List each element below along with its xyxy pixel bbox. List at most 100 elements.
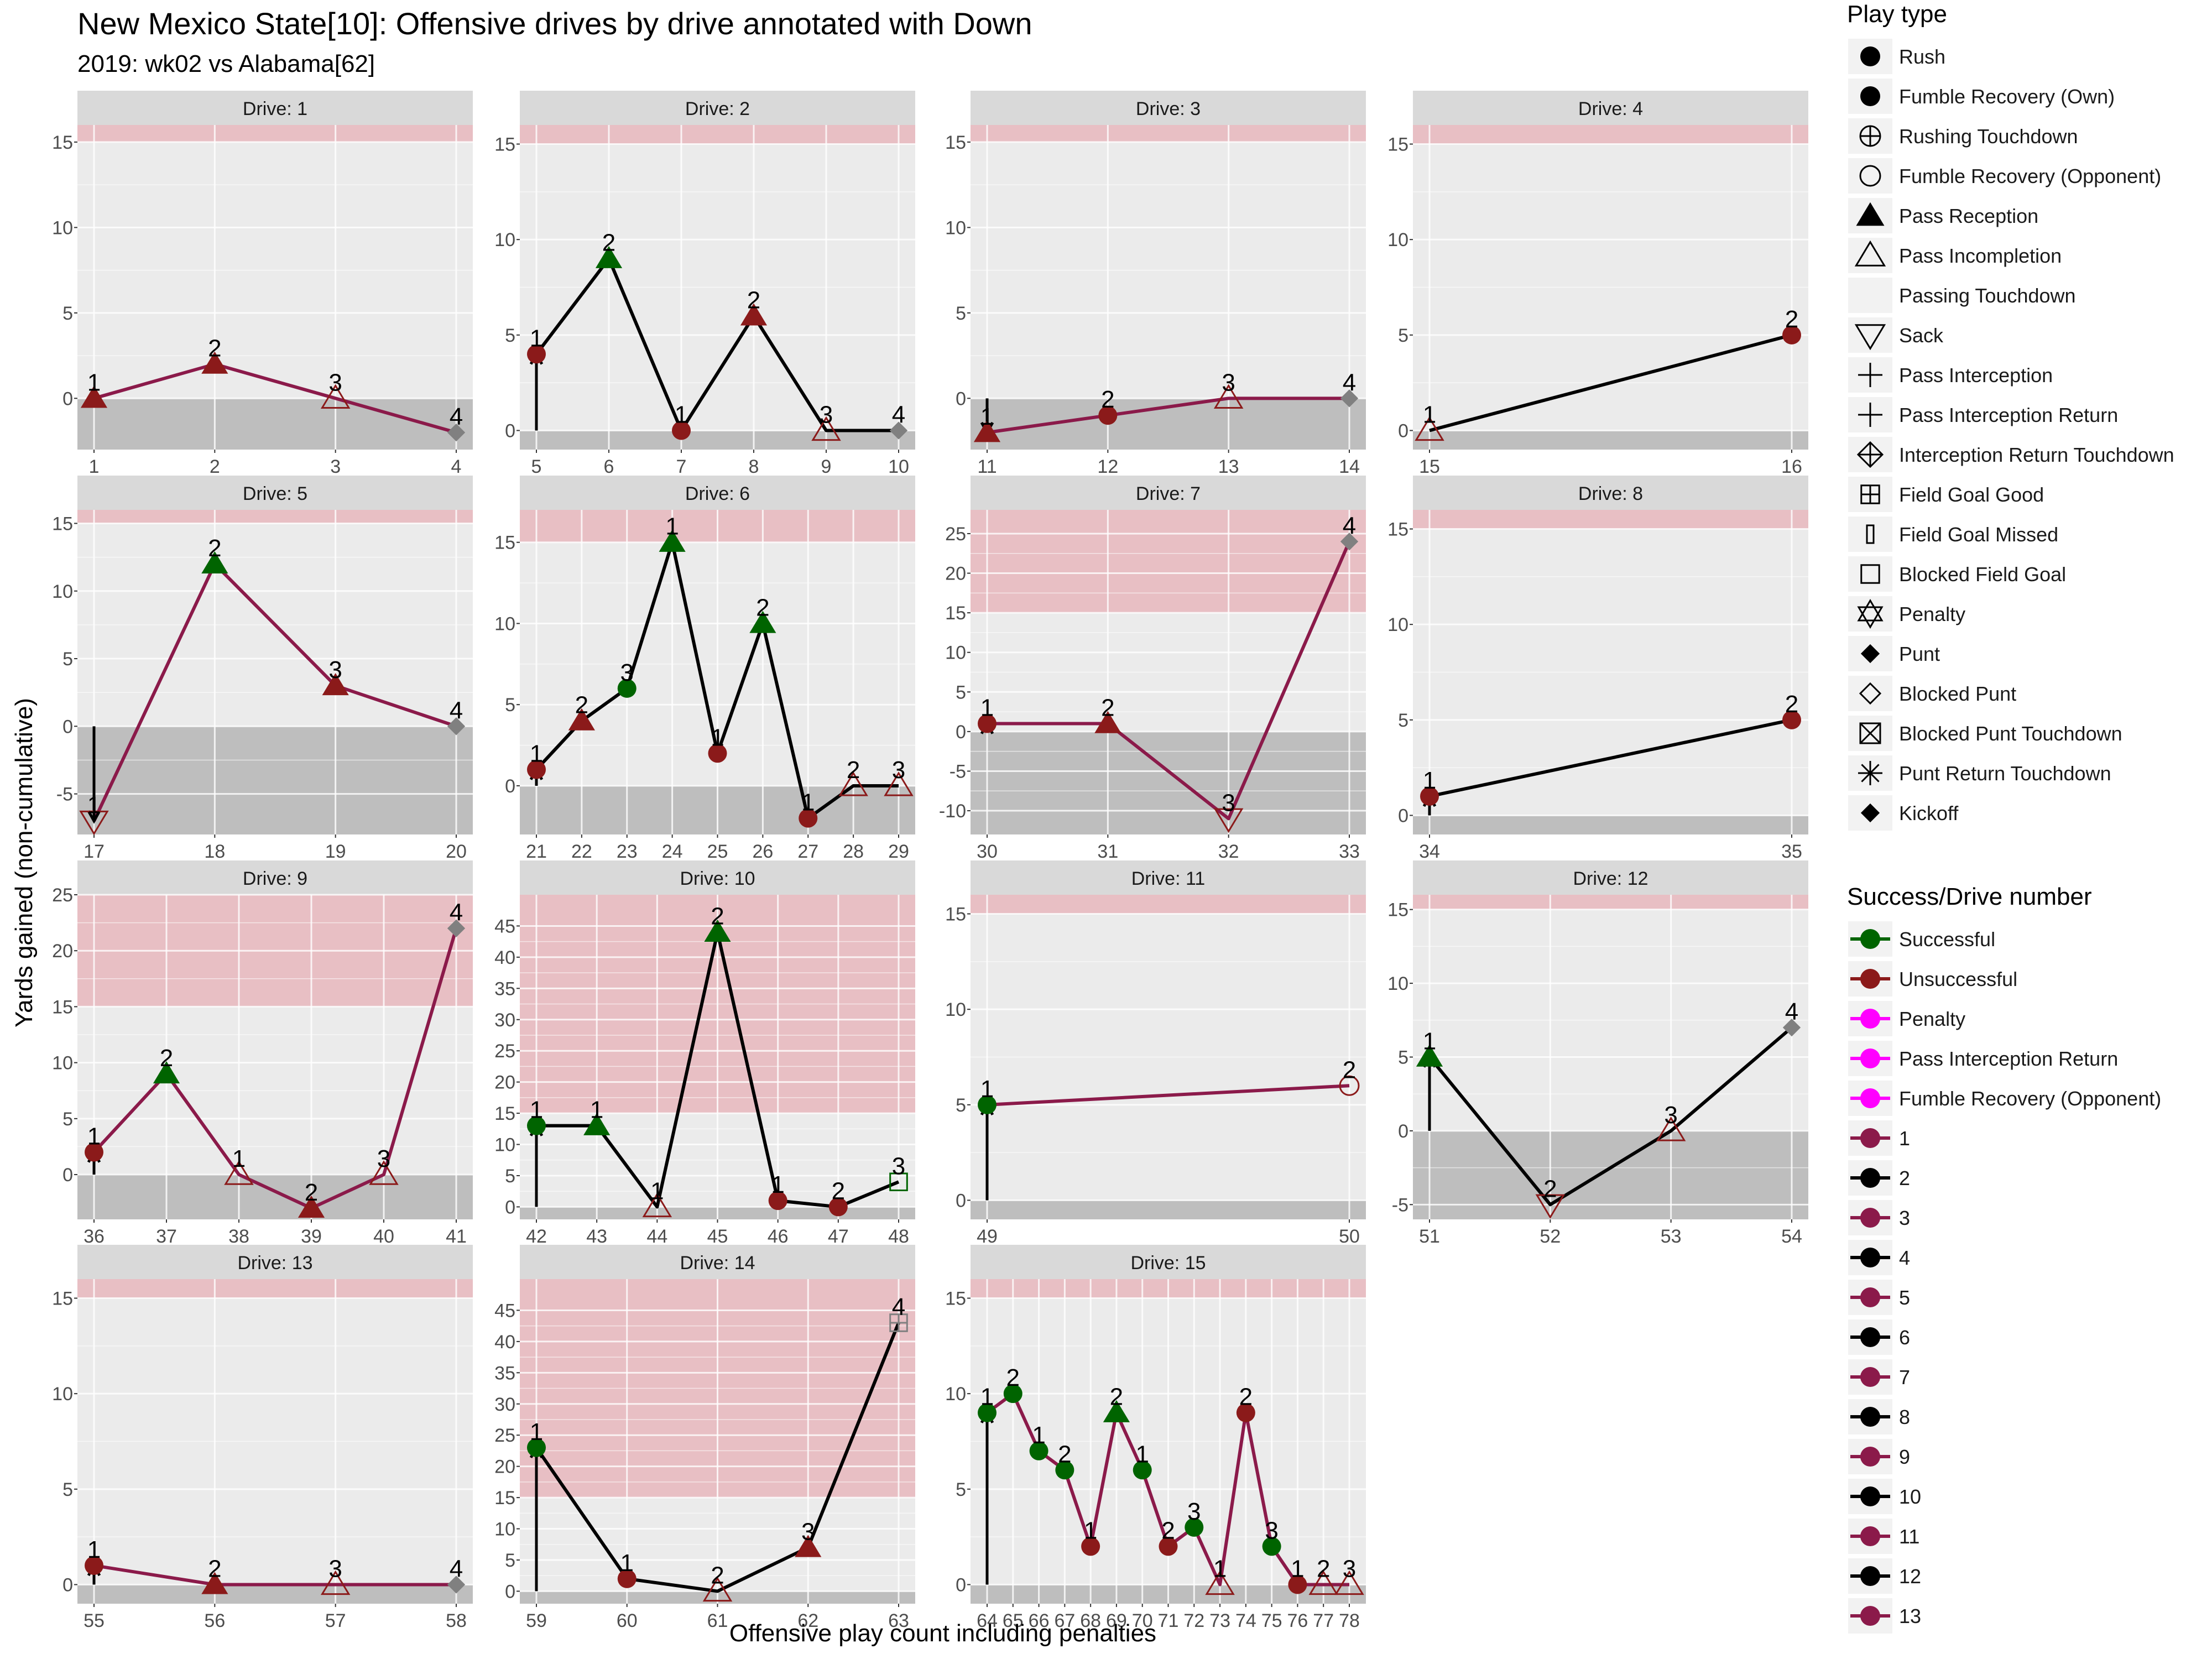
legend-play-type-label: Kickoff <box>1899 802 1959 825</box>
play-marker <box>1236 1403 1255 1422</box>
down-label: 2 <box>208 1555 221 1582</box>
play-marker <box>749 611 776 633</box>
legend-play-type-label: Passing Touchdown <box>1899 284 2076 307</box>
y-tick-label: 10 <box>52 1384 73 1405</box>
play-marker <box>79 810 109 836</box>
legend-success-label: 4 <box>1899 1246 1910 1269</box>
legend-play-type-label: Pass Interception <box>1899 364 2053 387</box>
diamond-plus-icon <box>1856 441 1884 468</box>
panel-strip <box>520 91 915 125</box>
panel-strip <box>1413 91 1808 125</box>
legend-point-key <box>1860 1128 1880 1148</box>
legend-play-type-label: Field Goal Good <box>1899 483 2044 506</box>
x-tick-label: 6 <box>604 456 614 477</box>
red-zone-band <box>971 510 1366 613</box>
down-label: 2 <box>1006 1364 1020 1391</box>
y-tick-label: 10 <box>945 1384 966 1405</box>
x-tick-label: 3 <box>330 456 341 477</box>
negative-zone-band <box>520 430 915 450</box>
panel-title: Drive: 12 <box>1573 868 1648 889</box>
y-tick-label: 0 <box>1398 805 1408 826</box>
open-down-triangle-icon <box>1854 324 1886 351</box>
x-tick-label: 53 <box>1661 1226 1682 1247</box>
y-tick-label: 10 <box>945 217 966 238</box>
legend-point-key <box>1860 1168 1880 1188</box>
down-label: 2 <box>1785 306 1798 333</box>
down-label: 3 <box>892 1152 905 1180</box>
legend-key <box>1848 556 1892 592</box>
drive-panel: Drive: 11 0 5 10 15 49 50 1 2 <box>945 860 1366 1247</box>
legend-point-key <box>1860 1367 1880 1387</box>
negative-zone-band <box>77 726 473 834</box>
drive-line <box>535 1322 900 1593</box>
play-marker <box>447 717 466 735</box>
panel-strip <box>971 860 1366 895</box>
down-label: 1 <box>232 1145 246 1172</box>
square-x-icon <box>1859 722 1881 744</box>
down-label: 1 <box>771 1171 784 1198</box>
down-label: 1 <box>980 403 994 430</box>
thin-rect-icon <box>1866 524 1875 544</box>
x-tick-label: 61 <box>707 1610 728 1631</box>
x-tick-label: 75 <box>1261 1610 1282 1631</box>
y-tick-label: 15 <box>1387 900 1408 921</box>
panel-title: Drive: 1 <box>243 98 307 119</box>
drive-line <box>987 541 1351 821</box>
down-label: 3 <box>1187 1498 1201 1525</box>
x-tick-label: 50 <box>1339 1226 1360 1247</box>
x-tick-label: 18 <box>204 841 225 862</box>
x-tick-label: 37 <box>156 1226 177 1247</box>
panel-strip <box>77 860 473 895</box>
play-marker <box>889 1172 908 1192</box>
down-label: 2 <box>305 1179 318 1206</box>
legend-point-key <box>1860 1566 1880 1586</box>
y-tick-label: 10 <box>1387 614 1408 635</box>
legend-key <box>1848 517 1892 552</box>
x-tick-label: 56 <box>204 1610 225 1631</box>
legend-point-key <box>1860 1606 1880 1626</box>
x-tick-label: 62 <box>797 1610 818 1631</box>
y-tick-label: 0 <box>956 722 966 743</box>
panel-title: Drive: 10 <box>680 868 755 889</box>
panel-strip <box>971 91 1366 125</box>
panel-title: Drive: 14 <box>680 1253 755 1274</box>
play-marker <box>583 1113 611 1135</box>
down-label: 2 <box>1058 1441 1071 1468</box>
open-circle-icon <box>1859 165 1881 187</box>
filled-triangle-icon <box>1856 202 1885 226</box>
x-tick-label: 12 <box>1097 456 1118 477</box>
play-marker <box>1782 325 1801 345</box>
legend-key <box>1848 158 1892 194</box>
down-label: 3 <box>377 1145 390 1172</box>
play-marker <box>527 345 546 364</box>
play-marker <box>201 1572 228 1594</box>
down-label: 3 <box>328 369 342 396</box>
x-tick-label: 27 <box>797 841 818 862</box>
play-marker <box>85 1142 103 1162</box>
chart-subtitle: 2019: wk02 vs Alabama[62] <box>77 50 375 77</box>
down-label: 4 <box>450 697 463 724</box>
play-marker <box>1339 1075 1360 1096</box>
down-label: 4 <box>1785 998 1798 1025</box>
panel-background <box>77 125 473 450</box>
x-tick-label: 39 <box>301 1226 322 1247</box>
x-tick-label: 28 <box>843 841 864 862</box>
y-tick-label: 45 <box>494 1300 515 1321</box>
x-tick-label: 16 <box>1781 456 1802 477</box>
down-label: 1 <box>711 724 724 751</box>
x-tick-label: 24 <box>662 841 683 862</box>
y-tick-label: 5 <box>62 1479 73 1500</box>
y-tick-label: 5 <box>956 303 966 324</box>
play-marker <box>708 744 727 763</box>
legend-play-type-label: Field Goal Missed <box>1899 523 2058 546</box>
down-label: 1 <box>87 369 101 396</box>
down-label: 2 <box>208 335 221 362</box>
down-label: 1 <box>530 740 543 768</box>
down-label: 2 <box>747 286 760 314</box>
down-label: 4 <box>450 403 463 430</box>
x-tick-label: 64 <box>977 1610 998 1631</box>
down-label: 1 <box>87 792 101 819</box>
play-marker <box>1334 1570 1364 1595</box>
panel-title: Drive: 7 <box>1136 483 1201 504</box>
